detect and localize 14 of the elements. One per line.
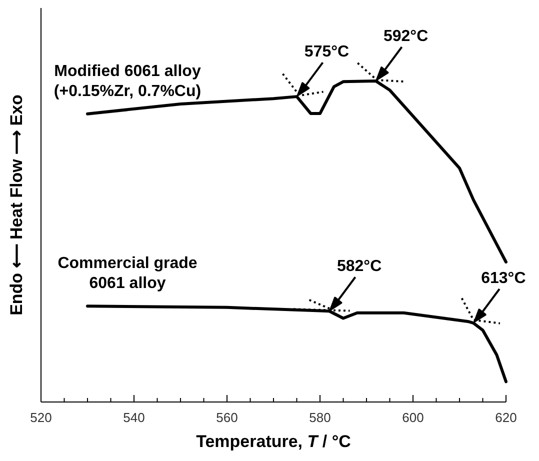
x-tick-label: 620 <box>495 410 517 425</box>
annotation: 575°C <box>304 44 350 61</box>
annotation: 613°C <box>481 270 526 288</box>
annotation: 592°C <box>383 28 429 45</box>
x-tick-label: 540 <box>123 410 145 425</box>
series-label: Modified 6061 alloy (+0.15%Zr, 0.7%Cu) <box>54 62 202 100</box>
x-tick-label: 520 <box>30 410 52 425</box>
x-axis-title: Temperature, T / °C <box>196 432 351 451</box>
x-tick-label: 560 <box>216 410 238 425</box>
x-tick-label: 600 <box>402 410 424 425</box>
x-tick-label: 580 <box>309 410 331 425</box>
y-axis-title: Endo ⟵ Heat Flow ⟶ Exo <box>7 94 26 316</box>
series-label: Commercial grade 6061 alloy <box>58 255 198 292</box>
annotation: 582°C <box>336 258 382 276</box>
